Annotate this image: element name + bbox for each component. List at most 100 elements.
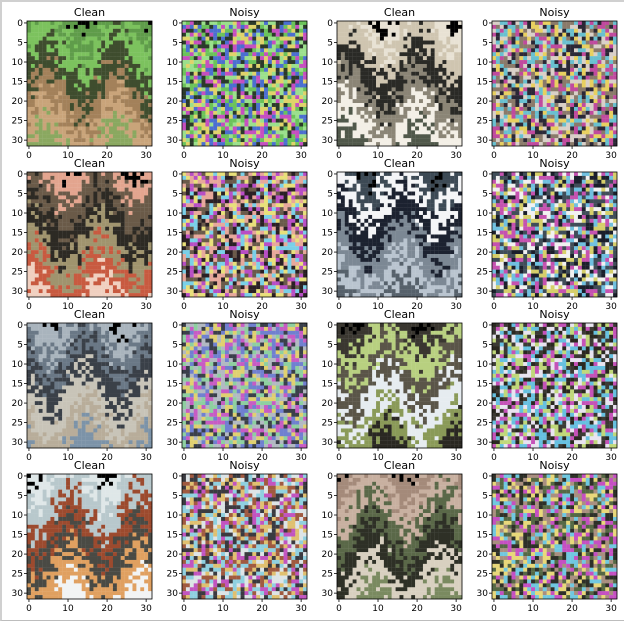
image-pixel (82, 215, 86, 219)
image-pixel (113, 29, 117, 33)
image-pixel (388, 80, 392, 84)
image-pixel (82, 80, 86, 84)
image-pixel (492, 91, 496, 95)
image-pixel (574, 41, 578, 45)
image-pixel (357, 99, 361, 103)
image-pixel (535, 138, 539, 142)
image-pixel (74, 254, 78, 258)
image-pixel (78, 142, 82, 146)
image-pixel (295, 115, 299, 119)
image-pixel (291, 48, 295, 52)
image-pixel (260, 29, 264, 33)
image-pixel (578, 76, 582, 80)
image-pixel (543, 29, 547, 33)
image-pixel (47, 188, 51, 192)
image-pixel (492, 60, 496, 64)
image-pixel (260, 44, 264, 48)
image-pixel (582, 123, 586, 127)
image-pixel (252, 41, 256, 45)
image-pixel (66, 242, 70, 246)
image-pixel (136, 180, 140, 184)
image-pixel (86, 195, 90, 199)
image-pixel (380, 91, 384, 95)
image-pixel (535, 87, 539, 91)
image-pixel (93, 107, 97, 111)
y-tick-label: 0 (17, 19, 23, 29)
image-pixel (90, 99, 94, 103)
image-pixel (439, 80, 443, 84)
image-pixel (113, 266, 117, 270)
image-pixel (93, 266, 97, 270)
image-pixel (31, 199, 35, 203)
image-pixel (144, 41, 148, 45)
image-pixel (407, 134, 411, 138)
image-pixel (78, 184, 82, 188)
image-pixel (58, 95, 62, 99)
image-pixel (190, 56, 194, 60)
image-pixel (287, 48, 291, 52)
image-pixel (78, 176, 82, 180)
image-pixel (400, 142, 404, 146)
image-pixel (132, 203, 136, 207)
image-pixel (50, 192, 54, 196)
image-pixel (609, 103, 613, 107)
image-pixel (105, 235, 109, 239)
image-pixel (70, 219, 74, 223)
image-pixel (376, 142, 380, 146)
image-pixel (140, 107, 144, 111)
image-pixel (439, 21, 443, 25)
image-pixel (194, 48, 198, 52)
image-pixel (597, 84, 601, 88)
image-pixel (388, 25, 392, 29)
image-pixel (93, 176, 97, 180)
image-pixel (523, 126, 527, 130)
image-pixel (590, 25, 594, 29)
image-pixel (400, 44, 404, 48)
image-pixel (512, 107, 516, 111)
image-pixel (245, 21, 249, 25)
image-pixel (213, 99, 217, 103)
image-pixel (90, 172, 94, 176)
image-pixel (280, 91, 284, 95)
image-pixel (594, 95, 598, 99)
image-pixel (136, 87, 140, 91)
image-pixel (31, 119, 35, 123)
image-pixel (353, 126, 357, 130)
image-pixel (225, 115, 229, 119)
image-pixel (446, 52, 450, 56)
image-pixel (407, 130, 411, 134)
image-pixel (136, 262, 140, 266)
image-pixel (90, 211, 94, 215)
image-pixel (594, 52, 598, 56)
image-pixel (558, 99, 562, 103)
image-pixel (504, 107, 508, 111)
image-pixel (496, 103, 500, 107)
image-pixel (597, 48, 601, 52)
image-pixel (500, 44, 504, 48)
image-pixel (144, 91, 148, 95)
image-pixel (496, 130, 500, 134)
image-pixel (337, 138, 341, 142)
image-pixel (78, 138, 82, 142)
image-pixel (364, 126, 368, 130)
image-pixel (450, 119, 454, 123)
image-pixel (492, 95, 496, 99)
image-pixel (202, 134, 206, 138)
image-pixel (205, 21, 209, 25)
image-pixel (62, 41, 66, 45)
image-pixel (148, 219, 152, 223)
image-pixel (144, 184, 148, 188)
image-pixel (435, 29, 439, 33)
image-pixel (256, 33, 260, 37)
image-pixel (458, 107, 462, 111)
image-pixel (74, 99, 78, 103)
image-pixel (39, 238, 43, 242)
image-pixel (202, 84, 206, 88)
image-pixel (407, 48, 411, 52)
image-pixel (403, 41, 407, 45)
image-pixel (70, 142, 74, 146)
image-pixel (90, 246, 94, 250)
image-pixel (435, 56, 439, 60)
image-pixel (280, 126, 284, 130)
image-pixel (578, 44, 582, 48)
